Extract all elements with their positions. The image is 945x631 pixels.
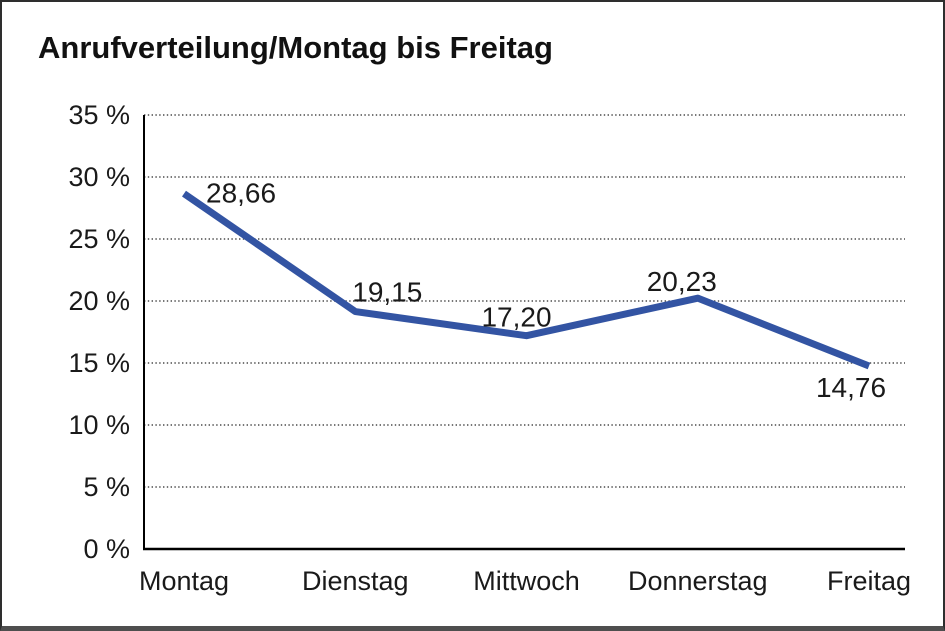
- y-axis-tick-label: 5 %: [83, 472, 130, 502]
- y-axis-tick-label: 20 %: [68, 286, 130, 316]
- x-axis-category-label: Freitag: [827, 566, 911, 596]
- y-axis-tick-label: 25 %: [68, 224, 130, 254]
- x-axis-category-label: Mittwoch: [473, 566, 580, 596]
- x-axis-category-label: Donnerstag: [628, 566, 768, 596]
- y-axis-tick-label: 0 %: [83, 534, 130, 564]
- y-axis-tick-label: 10 %: [68, 410, 130, 440]
- data-point-label: 19,15: [352, 277, 422, 308]
- y-axis-tick-label: 15 %: [68, 348, 130, 378]
- y-axis-tick-label: 30 %: [68, 162, 130, 192]
- chart-title: Anrufverteilung/Montag bis Freitag: [38, 30, 553, 65]
- data-series-line: [182, 190, 871, 370]
- data-point-label: 20,23: [647, 266, 717, 297]
- y-axis-tick-label: 35 %: [68, 100, 130, 130]
- data-point-label: 17,20: [481, 302, 551, 333]
- x-axis-category-label: Dienstag: [302, 566, 409, 596]
- data-point-label: 14,76: [816, 372, 886, 403]
- x-axis-category-label: Montag: [139, 566, 229, 596]
- data-point-label: 28,66: [206, 178, 276, 209]
